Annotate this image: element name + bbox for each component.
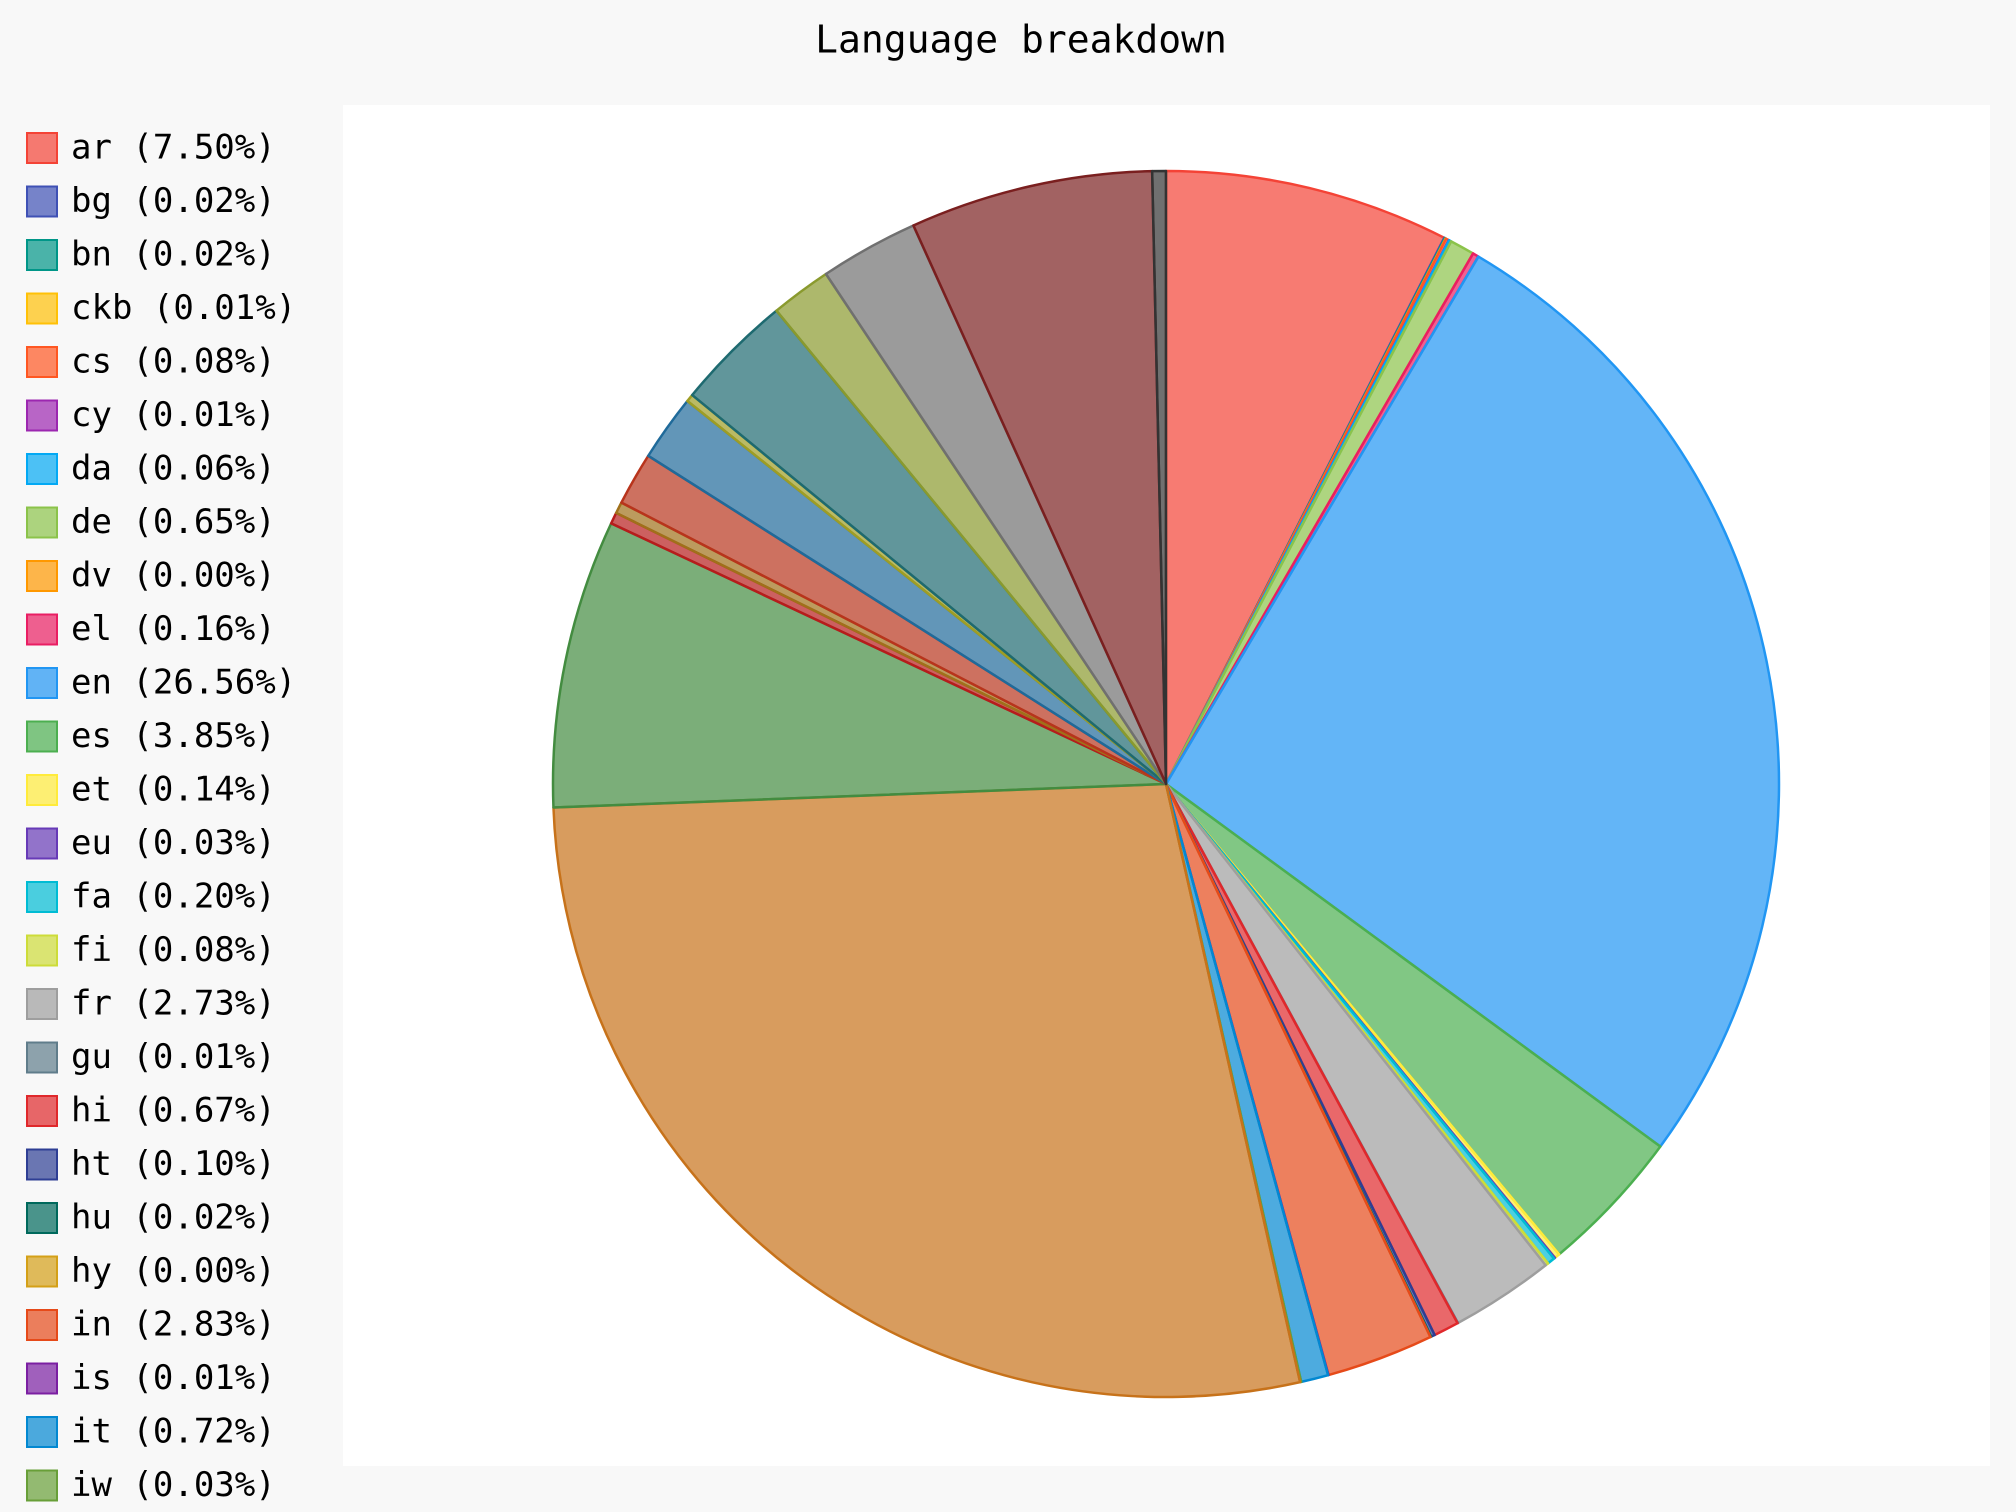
pie-slice	[552, 782, 1302, 1399]
legend-swatch	[26, 1202, 58, 1234]
legend-label: hu (0.02%)	[71, 1198, 276, 1238]
legend-label: fa (0.20%)	[71, 877, 276, 917]
legend-label: et (0.14%)	[71, 770, 276, 810]
legend-swatch	[26, 774, 58, 806]
legend-swatch	[26, 827, 58, 860]
legend-label: dv (0.00%)	[71, 556, 276, 596]
legend-swatch	[26, 1255, 58, 1288]
legend-label: hi (0.67%)	[71, 1091, 276, 1131]
legend-swatch	[26, 185, 58, 218]
legend-swatch	[26, 399, 58, 432]
legend-swatch	[26, 560, 58, 592]
legend-swatch	[26, 1469, 58, 1502]
pie-slice	[1150, 169, 1168, 786]
legend-swatch	[26, 453, 58, 485]
legend-label: ht (0.10%)	[71, 1144, 276, 1184]
pie-slice	[912, 169, 1168, 786]
legend-swatch	[26, 1148, 58, 1181]
legend-swatch	[26, 346, 58, 378]
legend-swatch	[26, 292, 58, 325]
legend-label: bg (0.02%)	[71, 181, 276, 221]
legend-label: cs (0.08%)	[71, 342, 276, 382]
legend-swatch	[26, 1362, 58, 1395]
legend-swatch	[26, 988, 58, 1020]
legend-label: iw (0.03%)	[71, 1465, 276, 1505]
legend-swatch	[26, 1309, 58, 1341]
legend-swatch	[26, 239, 58, 271]
legend-label: fr (2.73%)	[71, 984, 276, 1024]
legend-swatch	[26, 506, 58, 539]
legend-label: da (0.06%)	[71, 449, 276, 489]
legend-label: ckb (0.01%)	[71, 288, 296, 328]
legend-swatch	[26, 132, 58, 164]
legend-swatch	[26, 1041, 58, 1074]
pie-slice	[551, 522, 1168, 809]
legend-swatch	[26, 1095, 58, 1127]
legend-label: es (3.85%)	[71, 716, 276, 756]
legend-label: is (0.01%)	[71, 1358, 276, 1398]
legend-label: fi (0.08%)	[71, 930, 276, 970]
legend-label: de (0.65%)	[71, 502, 276, 542]
legend: ar (7.50%) bg (0.02%) bn (0.02%) ckb (0.01%…	[26, 128, 296, 1505]
legend-label: hy (0.00%)	[71, 1251, 276, 1291]
legend-label: ar (7.50%)	[71, 128, 276, 168]
legend-swatch	[26, 613, 58, 646]
pie-slice	[1164, 169, 1446, 786]
legend-swatch	[26, 881, 58, 913]
legend-label: in (2.83%)	[71, 1305, 276, 1345]
legend-label: cy (0.01%)	[71, 395, 276, 435]
legend-label: en (26.56%)	[71, 663, 296, 703]
legend-label: it (0.72%)	[71, 1412, 276, 1452]
legend-label: el (0.16%)	[71, 609, 276, 649]
legend-swatch	[26, 720, 58, 753]
legend-label: bn (0.02%)	[71, 235, 276, 275]
legend-label: eu (0.03%)	[71, 823, 276, 863]
pie-slice	[1164, 255, 1781, 1148]
pie	[551, 169, 1781, 1399]
legend-label: gu (0.01%)	[71, 1037, 276, 1077]
legend-swatch	[26, 667, 58, 699]
chart-title: Language breakdown	[815, 18, 1227, 62]
legend-swatch	[26, 934, 58, 967]
legend-swatch	[26, 1416, 58, 1448]
